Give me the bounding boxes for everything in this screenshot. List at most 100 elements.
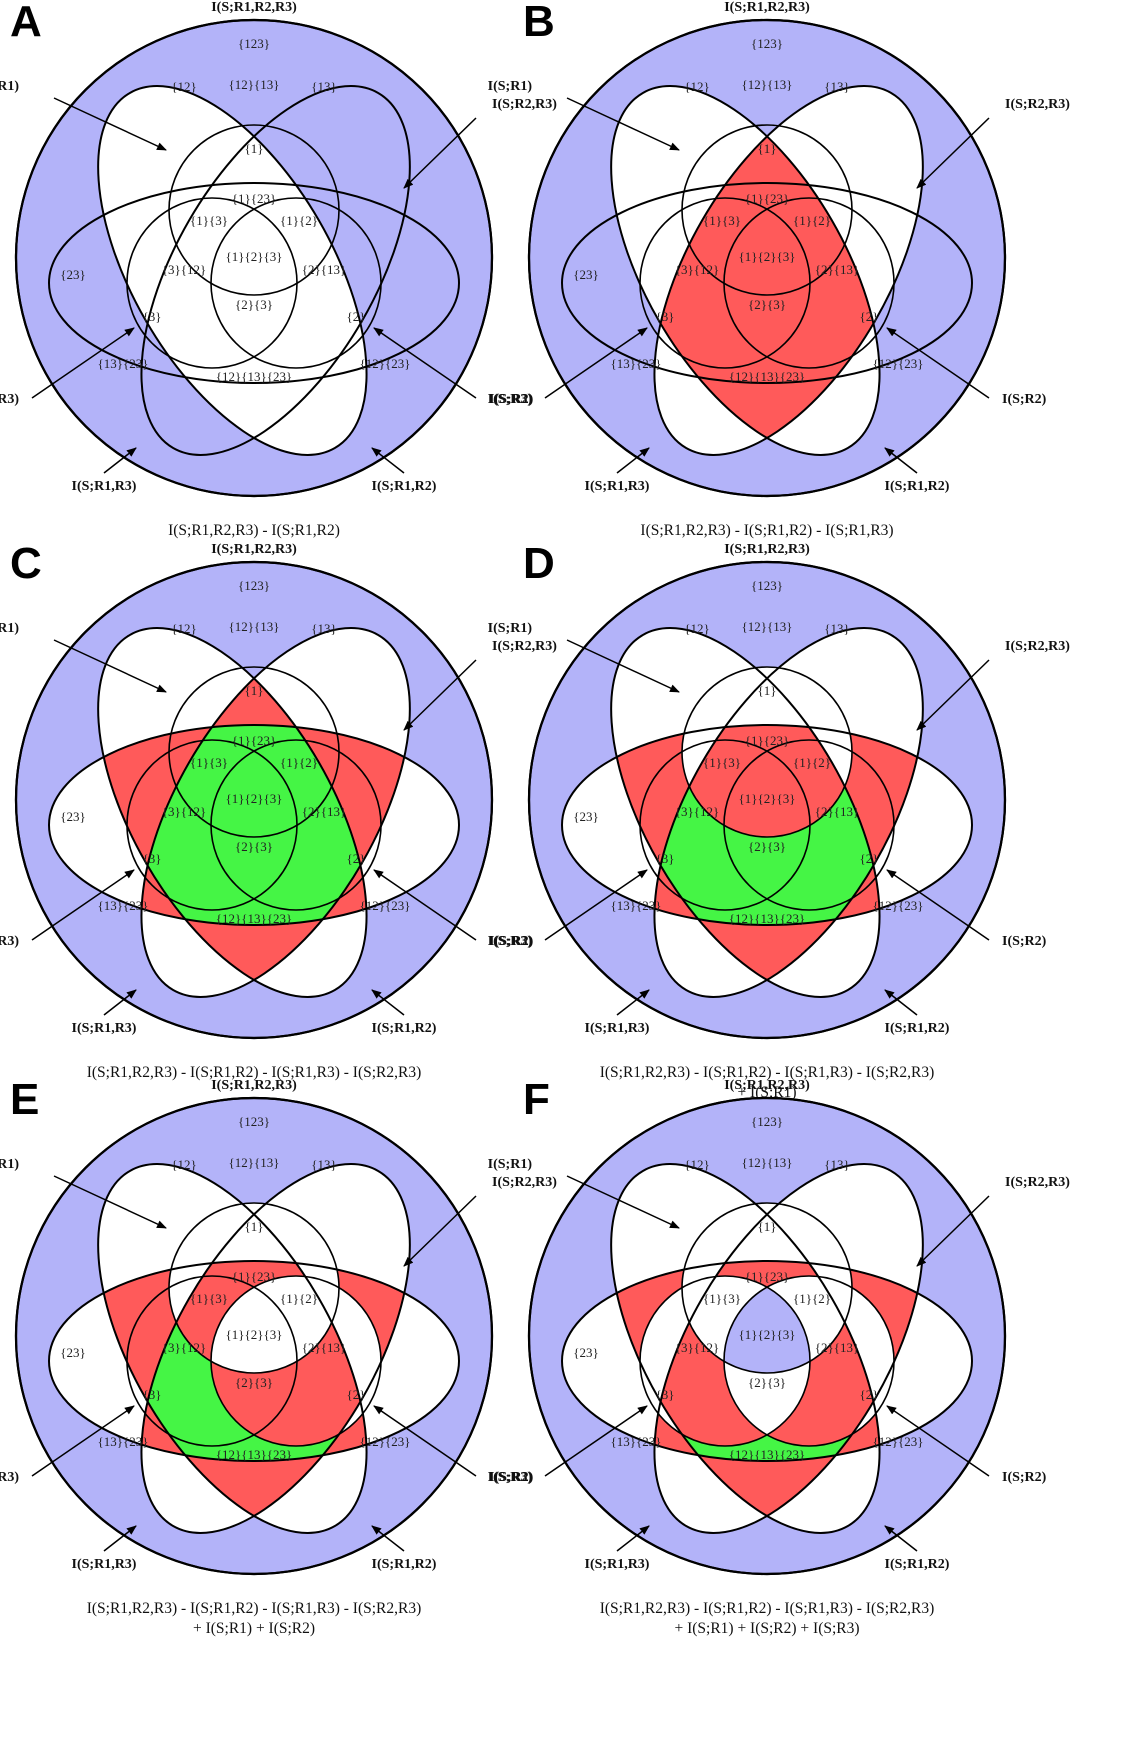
fills [49,1164,459,1533]
atom-label: {2}{13} [815,262,859,277]
atom-label: {3}{12} [162,262,206,277]
circle-r2 [723,739,895,911]
arrow-r3 [31,869,135,941]
atom-label: {13} [824,1157,849,1172]
label-r1: I(S;R1) [0,1157,19,1172]
atom-label: {12} [171,79,196,94]
atom-label: {13} [824,621,849,636]
label-full: I(S;R1,R2,R3) [211,542,297,557]
arrow-r3 [31,1405,135,1477]
label-r1: I(S;R1) [488,79,533,94]
circle-r3 [639,1275,811,1447]
label-r23: I(S;R2,R3) [492,1175,557,1190]
ellipse-r23 [561,182,973,384]
arrow-r12 [371,1525,405,1552]
formula-line: I(S;R1,R2,R3) - I(S;R1,R2) - I(S;R1,R3) … [600,1064,935,1081]
atom-label: {3}{12} [675,804,719,819]
ellipse-r23 [48,1260,460,1462]
arrow-r23 [916,659,990,731]
atom-label: {2}{3} [748,839,786,854]
circle-r2 [210,739,382,911]
label-full: I(S;R1,R2,R3) [724,1078,810,1093]
label-r3: I(S;R3) [0,1470,19,1485]
circle-r3 [639,197,811,369]
atom-label: {13}{23} [98,356,149,371]
formula-line: I(S;R1,R2,R3) - I(S;R1,R2) - I(S;R1,R3) … [600,1600,935,1617]
atom-label: {12}{23} [873,898,924,913]
atom-label: {12} [684,79,709,94]
atom-label: {13} [311,1157,336,1172]
label-r12: I(S;R1,R2) [372,1557,437,1572]
atom-label: {1} [758,141,777,156]
arrow-r2 [886,327,990,399]
ellipse-r13 [653,85,924,456]
atom-label: {1}{2} [793,213,831,228]
atom-label: {12}{13}{23} [216,1447,292,1462]
panel-letter: A [10,0,42,46]
atom-label: {1}{2} [280,755,318,770]
ellipse-r13 [653,1163,924,1534]
fills [611,86,923,455]
atom-label: {12}{13}{23} [216,911,292,926]
atom-label: {1}{23} [232,191,276,206]
arrow-r1 [566,97,680,151]
atom-label: {2}{13} [302,804,346,819]
atom-label: {1}{2} [793,1291,831,1306]
label-full: I(S;R1,R2,R3) [211,0,297,15]
arrow-r23 [916,1195,990,1267]
ellipse-r23 [561,724,973,926]
label-r3: I(S;R3) [0,934,19,949]
atom-label: {3}{12} [675,1340,719,1355]
ellipse-r13 [140,627,411,998]
label-r3: I(S;R3) [488,1470,533,1485]
panel-a: {123}{12} {13}{12}{13}{1}{1}{23}{1}{3} {1}… [0,0,557,539]
circle-r3 [639,739,811,911]
ellipse-r23 [561,1260,973,1462]
arrow-r12 [371,989,405,1016]
arrow-r1 [53,97,167,151]
atom-label: {123} [238,1114,270,1129]
atom-label: {1}{23} [745,733,789,748]
label-r2: I(S;R2) [489,934,534,949]
fills [98,86,367,455]
formula-line: + I(S;R1) + I(S;R2) [193,1620,315,1637]
arrow-r1 [53,1175,167,1229]
atom-label: {13} [824,79,849,94]
label-r2: I(S;R2) [1002,1470,1047,1485]
label-r23: I(S;R2,R3) [1005,1175,1070,1190]
label-full: I(S;R1,R2,R3) [724,542,810,557]
label-r2: I(S;R2) [1002,392,1047,407]
arrow-r1 [566,639,680,693]
atom-label: {13} [311,79,336,94]
formula-line: I(S;R1,R2,R3) - I(S;R1,R2) [168,522,340,539]
label-r23: I(S;R2,R3) [492,97,557,112]
atom-label: {1} [758,1219,777,1234]
atom-label: {2}{3} [748,1375,786,1390]
panel-f: {123}{12} {13}{12}{13}{1}{1}{23}{1}{3} {1}… [488,1075,1071,1637]
label-r13: I(S;R1,R3) [72,1557,137,1572]
atom-label: {13}{23} [611,898,662,913]
ellipse-r12 [610,85,881,456]
arrow-r3 [544,327,648,399]
atom-label: {123} [238,578,270,593]
formula-line: I(S;R1,R2,R3) - I(S;R1,R2) - I(S;R1,R3) … [87,1064,422,1081]
arrow-r1 [53,639,167,693]
atom-label: {2} [347,851,366,866]
atom-label: {1}{23} [745,1269,789,1284]
atom-label: {1}{2}{3} [739,791,796,806]
ellipse-r13 [140,85,411,456]
atom-label: {12}{13} [229,1155,280,1170]
atom-label: {12}{13} [229,619,280,634]
label-r12: I(S;R1,R2) [885,479,950,494]
panel-letter: B [523,0,555,46]
atom-label: {123} [751,578,783,593]
atom-label: {3} [143,851,162,866]
atom-label: {1}{3} [703,213,741,228]
label-r1: I(S;R1) [488,621,533,636]
atom-label: {1}{2}{3} [739,249,796,264]
arrow-r3 [544,869,648,941]
label-r23: I(S;R2,R3) [492,639,557,654]
arrow-r13 [103,447,137,474]
atom-label: {1} [245,141,264,156]
